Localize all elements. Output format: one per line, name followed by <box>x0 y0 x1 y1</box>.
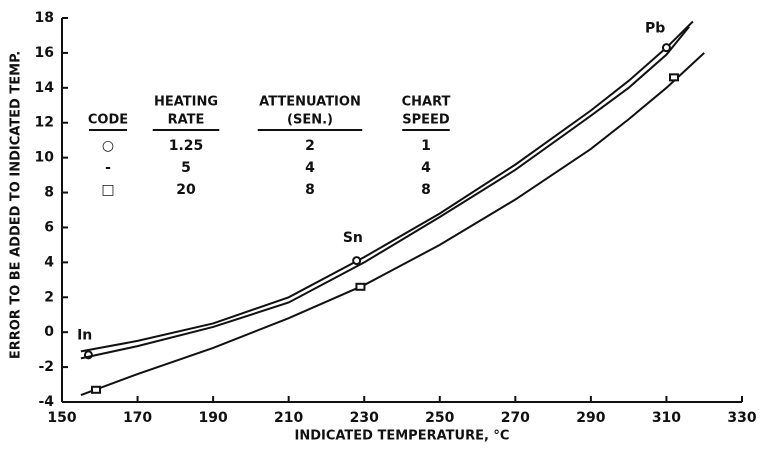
curve <box>80 52 705 396</box>
x-axis-label: INDICATED TEMPERATURE, °C <box>295 429 510 444</box>
marker <box>352 256 362 266</box>
x-tick-label: 190 <box>198 410 227 426</box>
table-cell: 20 <box>176 182 196 198</box>
curve <box>80 26 690 360</box>
table-header: CODE <box>88 113 128 128</box>
table-cell: 5 <box>181 160 191 176</box>
y-tick-label: 16 <box>35 45 54 61</box>
table-cell: 2 <box>305 138 315 154</box>
table-cell: 4 <box>305 160 315 176</box>
marker <box>355 282 366 291</box>
table-cell: ○ <box>102 138 114 154</box>
x-tick-label: 170 <box>123 410 152 426</box>
annotation: Sn <box>343 230 363 246</box>
y-tick-label: 14 <box>35 80 55 96</box>
table-cell: 4 <box>421 160 431 176</box>
x-tick-label: 230 <box>350 410 379 426</box>
table-header: CHART <box>402 95 451 110</box>
x-tick-label: 290 <box>576 410 605 426</box>
table-header: ATTENUATION <box>259 95 361 110</box>
y-tick-label: 10 <box>35 150 55 166</box>
table-cell: 8 <box>305 182 315 198</box>
table-cell: 8 <box>421 182 431 198</box>
y-tick-label: -4 <box>38 394 54 410</box>
x-tick-label: 150 <box>47 410 76 426</box>
x-tick-label: 210 <box>274 410 303 426</box>
annotation: In <box>77 328 92 344</box>
curve <box>80 20 694 353</box>
y-tick-label: 12 <box>35 115 54 131</box>
table-cell: 1.25 <box>169 138 204 154</box>
marker <box>91 385 101 394</box>
marker <box>661 43 671 53</box>
y-tick-label: 18 <box>35 10 54 26</box>
y-tick-label: -2 <box>38 359 54 375</box>
y-tick-label: 2 <box>44 289 54 305</box>
x-tick-label: 310 <box>652 410 681 426</box>
table-header: SPEED <box>402 113 450 128</box>
y-tick-label: 8 <box>44 185 54 201</box>
x-tick-label: 270 <box>501 410 530 426</box>
y-axis-label: ERROR TO BE ADDED TO INDICATED TEMP. <box>9 51 24 359</box>
y-tick-label: 0 <box>44 324 54 340</box>
table-cell: 1 <box>421 138 431 154</box>
y-tick-label: 6 <box>44 219 54 235</box>
table-cell: □ <box>101 182 114 198</box>
marker <box>669 73 679 82</box>
x-tick-label: 250 <box>425 410 454 426</box>
table-header: HEATING <box>154 95 218 110</box>
table-cell: - <box>105 160 111 176</box>
table-header: RATE <box>168 113 205 128</box>
annotation: Pb <box>645 20 665 36</box>
x-tick-label: 330 <box>727 410 756 426</box>
table-header: (SEN.) <box>287 113 333 128</box>
y-tick-label: 4 <box>44 254 54 270</box>
